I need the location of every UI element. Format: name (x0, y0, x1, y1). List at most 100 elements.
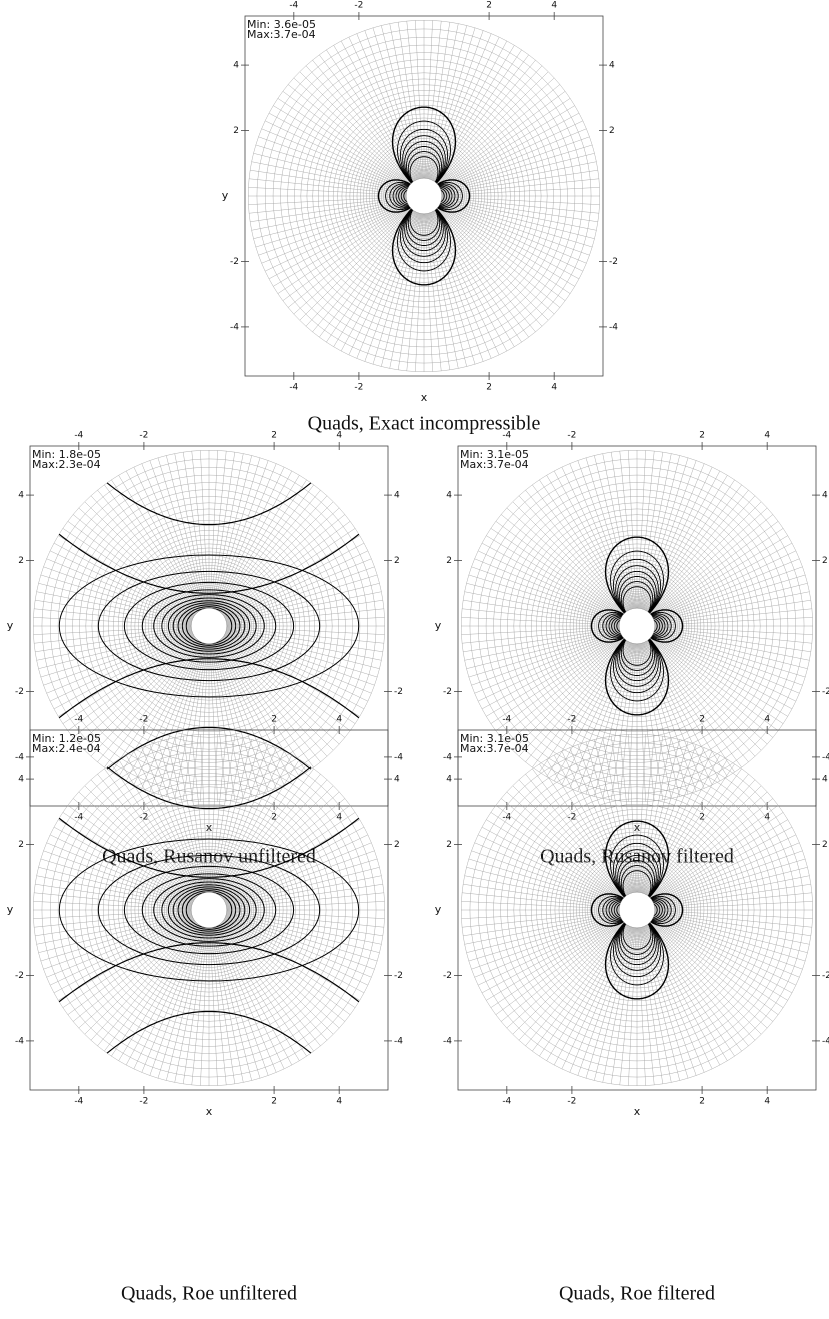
x-tick-label: -4 (502, 813, 511, 823)
contour-line (613, 581, 661, 671)
y-tick-label: -2 (443, 687, 452, 697)
contour-line (400, 151, 448, 241)
contour-line (123, 581, 295, 671)
contours (590, 820, 684, 1000)
contour-line (613, 865, 661, 955)
y-tick-label: -4 (443, 752, 452, 762)
contour-line (398, 146, 450, 246)
x-tick-label: 4 (764, 1097, 770, 1107)
y-tick-label: 4 (233, 61, 239, 71)
hole (618, 607, 656, 645)
contour-line (395, 140, 453, 252)
y-tick-label: -4 (15, 1036, 24, 1046)
y-tick-label: 2 (394, 556, 400, 566)
contour-line (177, 888, 241, 932)
y-tick-label: -2 (394, 971, 403, 981)
hole (405, 177, 443, 215)
x-tick-label: -4 (74, 715, 83, 725)
annotation: Min: 3.1e-05 (460, 448, 529, 461)
contour-line (598, 550, 676, 702)
contour-line (58, 554, 360, 698)
x-tick-label: 2 (699, 1097, 705, 1107)
x-tick-label: 2 (271, 1097, 277, 1107)
contour-line (97, 570, 321, 682)
x-tick-label: -2 (139, 1097, 148, 1107)
contour-line (611, 576, 663, 676)
x-tick-label: -2 (567, 813, 576, 823)
x-tick-label: -4 (502, 715, 511, 725)
contour-line (181, 606, 237, 646)
contour-line (608, 854, 666, 966)
annotation: Min: 1.8e-05 (32, 448, 101, 461)
contour-line (58, 838, 360, 982)
x-tick-label: -2 (567, 431, 576, 441)
contour-line (167, 884, 251, 936)
x-tick-label: 2 (486, 1, 492, 11)
x-tick-label: -2 (354, 383, 363, 393)
y-tick-label: -4 (394, 1036, 403, 1046)
x-tick-label: 4 (764, 813, 770, 823)
contour-line (33, 792, 385, 878)
x-tick-label: -4 (289, 1, 298, 11)
panel: -4 -4 -2 -2 2 2 4 4 -4 -4 -2 -2 2 2 4 4 x y Min: 1.2e-05Ma… (7, 715, 404, 1305)
x-tick-label: 4 (336, 715, 342, 725)
x-tick-label: 4 (764, 715, 770, 725)
x-tick-label: -2 (139, 813, 148, 823)
y-axis-label: y (222, 189, 229, 202)
x-tick-label: -4 (74, 431, 83, 441)
contour-line (392, 135, 456, 257)
y-tick-label: -2 (230, 257, 239, 267)
x-tick-label: -4 (74, 813, 83, 823)
plot-frame (244, 15, 604, 377)
annotation: Max:2.3e-04 (32, 458, 101, 471)
mesh (33, 734, 385, 1086)
panel-caption: Quads, Roe unfiltered (121, 1283, 297, 1305)
y-tick-label: 4 (18, 491, 24, 501)
y-tick-label: -4 (822, 1036, 829, 1046)
mesh (461, 734, 813, 1086)
x-tick-label: 4 (764, 431, 770, 441)
mesh (248, 20, 600, 372)
contours (590, 536, 684, 716)
contour-line (172, 602, 246, 650)
x-tick-label: -4 (289, 383, 298, 393)
x-tick-label: -2 (567, 1097, 576, 1107)
contour-line (590, 536, 684, 716)
y-tick-label: 2 (18, 556, 24, 566)
x-axis-label: x (206, 1105, 213, 1118)
y-axis-label: y (7, 619, 14, 632)
contour-line (377, 106, 471, 286)
x-tick-label: 4 (336, 813, 342, 823)
contour-line (33, 942, 385, 1028)
panel-caption: Quads, Exact incompressible (308, 413, 541, 435)
y-tick-label: -4 (15, 752, 24, 762)
y-tick-label: 2 (394, 840, 400, 850)
y-tick-label: -4 (822, 752, 829, 762)
contour-line (97, 854, 321, 966)
y-tick-label: -4 (394, 752, 403, 762)
y-tick-label: 4 (822, 491, 828, 501)
contour-line (181, 890, 237, 930)
contour-line (172, 886, 246, 934)
hole (190, 607, 228, 645)
contour-line (385, 120, 463, 272)
contour-line (403, 156, 445, 236)
contour-line (167, 600, 251, 652)
x-axis-label: x (421, 391, 428, 404)
y-tick-label: 2 (609, 126, 615, 136)
contour-line (123, 865, 295, 955)
panel-caption: Quads, Roe filtered (559, 1283, 715, 1305)
mesh (461, 450, 813, 802)
x-tick-label: 4 (336, 1097, 342, 1107)
x-tick-label: -2 (354, 1, 363, 11)
y-tick-label: -2 (822, 971, 829, 981)
y-tick-label: -2 (443, 971, 452, 981)
panel: -4 -4 -2 -2 2 2 4 4 -4 -4 -2 -2 2 2 4 4 x y Min: 3.6e-05Ma… (222, 1, 619, 435)
x-tick-label: 4 (551, 383, 557, 393)
contour-line (605, 849, 669, 971)
x-axis-label: x (634, 821, 641, 834)
x-tick-label: -4 (502, 431, 511, 441)
x-tick-label: 2 (486, 383, 492, 393)
